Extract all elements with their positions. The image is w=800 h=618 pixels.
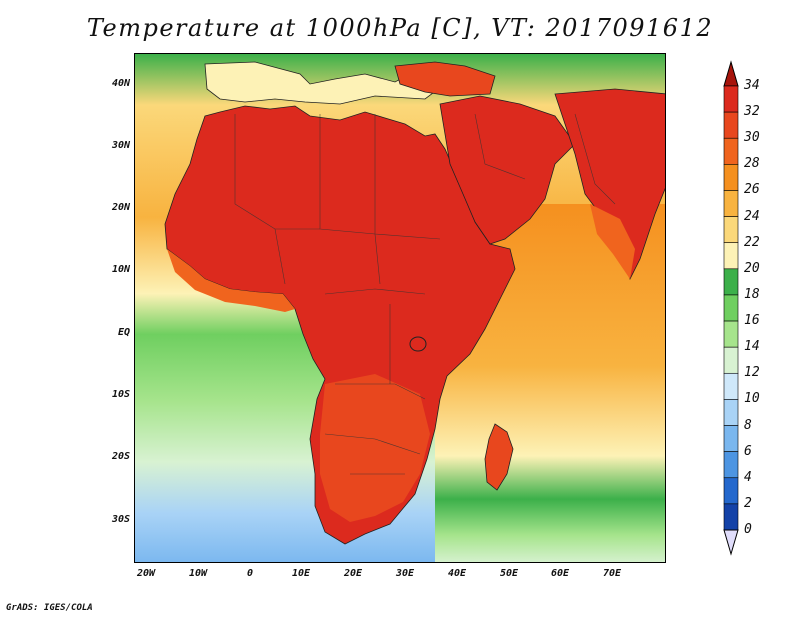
lon-label-30e: 30E xyxy=(395,568,415,579)
colorbar-label: 18 xyxy=(744,286,760,302)
colorbar-swatch xyxy=(723,268,739,296)
colorbar-swatch xyxy=(723,320,739,348)
colorbar-label: 4 xyxy=(744,469,752,485)
colorbar-swatch xyxy=(723,372,739,400)
lon-label-60e: 60E xyxy=(550,568,570,579)
chart-title: Temperature at 1000hPa [C], VT: 20170916… xyxy=(86,14,714,42)
lon-label-70e: 70E xyxy=(602,568,622,579)
lon-label-10w: 10W xyxy=(188,568,208,579)
colorbar-label: 28 xyxy=(744,156,760,172)
colorbar-label: 24 xyxy=(744,208,760,224)
landmass-madagascar xyxy=(484,423,514,491)
colorbar-swatch xyxy=(723,190,739,217)
colorbar-swatch xyxy=(723,242,739,270)
country-borders xyxy=(234,113,616,475)
colorbar-label: 32 xyxy=(744,104,760,120)
lon-label-20e: 20E xyxy=(343,568,363,579)
landmass-anatolia xyxy=(394,61,496,97)
lat-label-20s: 20S xyxy=(111,451,130,462)
colorbar-label: 14 xyxy=(744,339,760,355)
footer-credit: GrADS: IGES/COLA xyxy=(6,603,93,613)
colorbar-label: 0 xyxy=(744,522,752,537)
lon-label-50e: 50E xyxy=(499,568,519,579)
colorbar-swatch xyxy=(723,164,739,191)
landmass-arabia xyxy=(439,95,576,245)
colorbar-label: 16 xyxy=(744,313,760,329)
lat-label-30n: 30N xyxy=(111,140,130,151)
colorbar-swatch xyxy=(723,216,739,244)
lat-label-eq: EQ xyxy=(117,327,130,338)
colorbar-label: 2 xyxy=(744,495,752,511)
colorbar-label: 22 xyxy=(744,234,760,250)
lat-label-30s: 30S xyxy=(111,514,130,525)
colorbar-over-triangle xyxy=(723,60,739,87)
colorbar-swatch xyxy=(723,346,739,374)
colorbar-swatch xyxy=(723,85,739,113)
lat-label-20n: 20N xyxy=(111,202,130,213)
colorbar-swatch xyxy=(723,294,739,322)
lon-label-20w: 20W xyxy=(136,568,156,579)
lon-label-40e: 40E xyxy=(447,568,467,579)
colorbar-swatch xyxy=(723,137,739,165)
lat-label-10s: 10S xyxy=(111,389,130,400)
colorbar-label: 8 xyxy=(744,417,752,433)
colorbar-label: 26 xyxy=(744,182,760,198)
colorbar-swatch xyxy=(723,503,739,531)
colorbar-swatches xyxy=(723,60,739,556)
colorbar-label: 6 xyxy=(744,443,752,459)
map-panel xyxy=(134,53,666,563)
lat-label-40n: 40N xyxy=(111,78,130,89)
temperature-map xyxy=(135,54,665,562)
colorbar-label: 12 xyxy=(744,365,760,381)
colorbar-under-triangle xyxy=(723,529,739,556)
landmass-india xyxy=(590,204,635,279)
colorbar-label: 10 xyxy=(744,391,760,407)
colorbar-label: 34 xyxy=(744,78,760,93)
colorbar: 34 32 30 28 26 24 22 20 18 16 14 12 10 8 6 4 2 0 xyxy=(720,60,780,560)
colorbar-label: 20 xyxy=(744,260,760,276)
colorbar-swatch xyxy=(723,399,739,426)
lake-victoria xyxy=(409,336,427,352)
region-southern-africa-hot xyxy=(320,374,430,522)
lon-label-0: 0 xyxy=(246,568,254,579)
colorbar-swatch xyxy=(723,477,739,505)
colorbar-label: 30 xyxy=(744,130,760,146)
colorbar-swatch xyxy=(723,451,739,479)
lat-label-10n: 10N xyxy=(111,264,130,275)
lon-label-10e: 10E xyxy=(291,568,311,579)
colorbar-swatch xyxy=(723,111,739,139)
west-africa-coast-band xyxy=(167,249,295,312)
colorbar-swatch xyxy=(723,425,739,452)
